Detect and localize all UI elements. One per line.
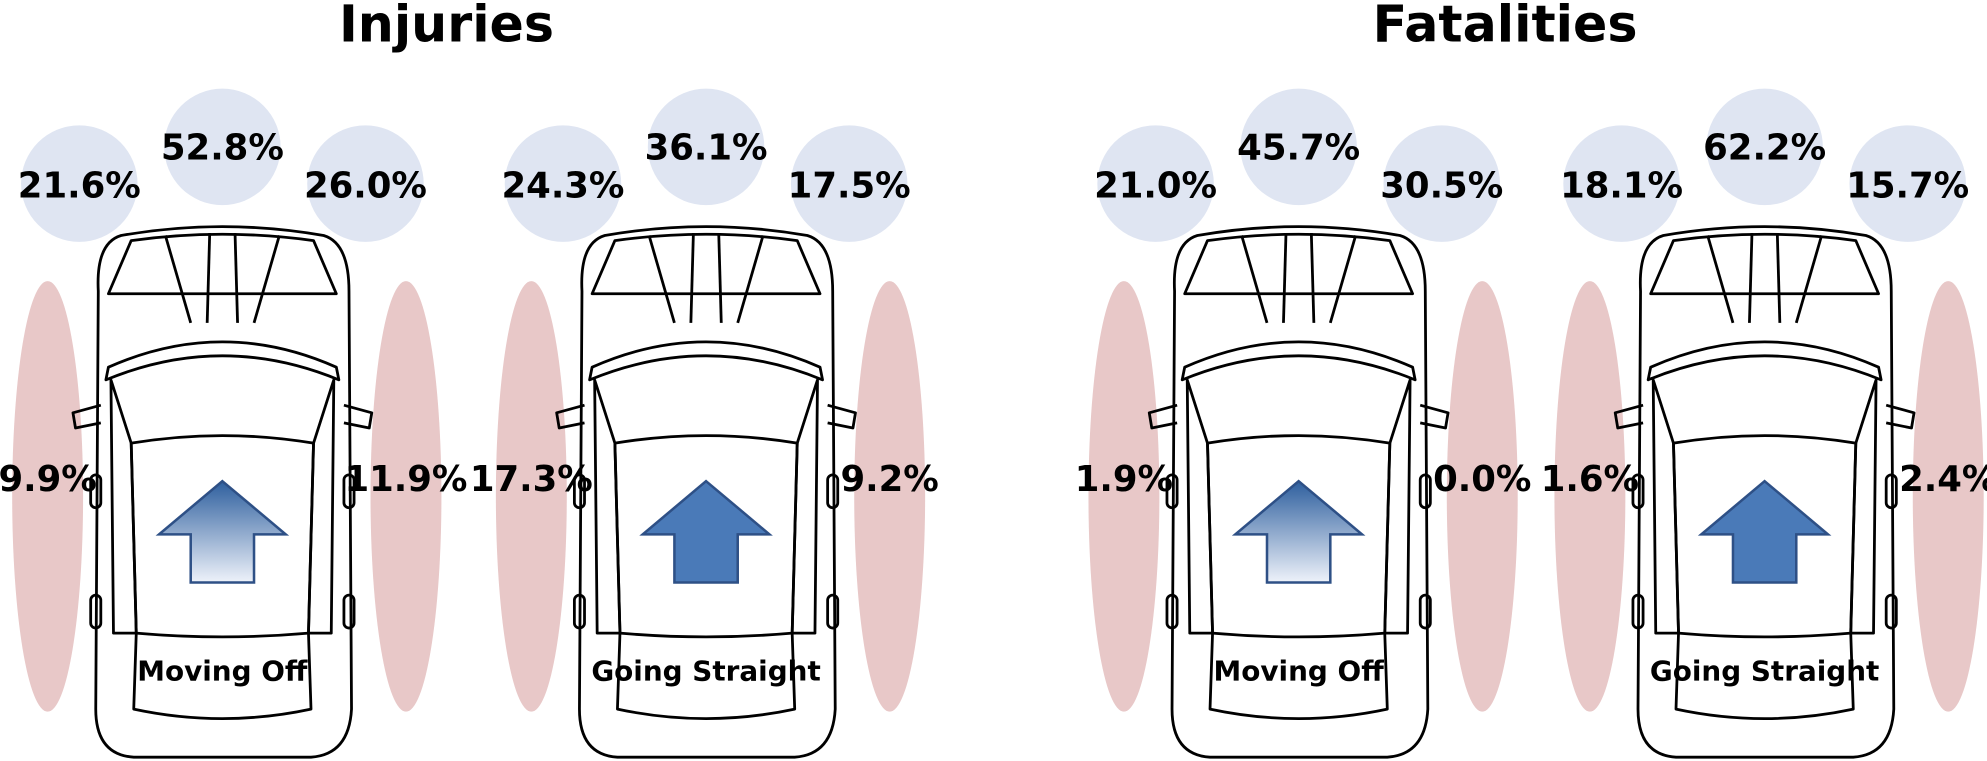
percent-label: 45.7% bbox=[1237, 127, 1360, 168]
zone-ellipse bbox=[1088, 281, 1160, 712]
percent-label: 9.9% bbox=[0, 459, 97, 500]
zone-ellipse bbox=[1912, 281, 1984, 712]
percent-label: 0.0% bbox=[1433, 459, 1531, 500]
percent-label: 24.3% bbox=[502, 165, 625, 206]
zone-circle bbox=[1383, 125, 1500, 242]
zone-ellipse bbox=[12, 281, 84, 712]
percent-label: 17.3% bbox=[470, 459, 593, 500]
zone-circle bbox=[1240, 88, 1357, 206]
zone-circle bbox=[1849, 125, 1966, 242]
percent-label: 1.6% bbox=[1541, 459, 1639, 500]
direction-arrow bbox=[1231, 479, 1366, 584]
percent-label: 15.7% bbox=[1846, 165, 1969, 206]
zone-circle bbox=[504, 125, 622, 242]
car-label: Moving Off bbox=[1214, 654, 1385, 687]
car-group: 24.3% 36.1% 17.5% 17.3% 9.2% Going Straight bbox=[470, 88, 939, 759]
percent-label: 21.0% bbox=[1094, 165, 1217, 206]
car-group: 21.6% 52.8% 26.0% 9.9% 11.9% Moving Off bbox=[0, 88, 467, 759]
car-label: Going Straight bbox=[1650, 654, 1879, 687]
car-group: 21.0% 45.7% 30.5% 1.9% 0.0% Moving Off bbox=[1075, 88, 1531, 759]
percent-label: 17.5% bbox=[788, 165, 911, 206]
zone-circle bbox=[1706, 88, 1823, 206]
zone-circle bbox=[647, 88, 765, 206]
percent-label: 21.6% bbox=[18, 165, 141, 206]
percent-label: 18.1% bbox=[1560, 165, 1683, 206]
percent-label: 30.5% bbox=[1380, 165, 1503, 206]
zone-ellipse bbox=[1554, 281, 1626, 712]
zone-circle bbox=[164, 88, 281, 206]
direction-arrow bbox=[639, 479, 773, 584]
zone-circle bbox=[1097, 125, 1214, 242]
panel-title: Injuries bbox=[339, 0, 554, 53]
percent-label: 26.0% bbox=[304, 165, 427, 206]
percent-label: 1.9% bbox=[1075, 459, 1173, 500]
zone-ellipse bbox=[1446, 281, 1518, 712]
zone-ellipse bbox=[495, 281, 567, 712]
percent-label: 9.2% bbox=[841, 459, 939, 500]
zone-circle bbox=[307, 125, 424, 242]
car-label: Moving Off bbox=[137, 654, 308, 687]
zone-ellipse bbox=[854, 281, 926, 712]
zone-circle bbox=[1563, 125, 1680, 242]
percent-label: 52.8% bbox=[161, 127, 284, 168]
percent-label: 2.4% bbox=[1899, 459, 1987, 500]
zone-circle bbox=[21, 125, 138, 242]
car-label: Going Straight bbox=[591, 654, 820, 687]
panel-title: Fatalities bbox=[1373, 0, 1638, 53]
percent-label: 36.1% bbox=[645, 127, 768, 168]
zone-circle bbox=[790, 125, 908, 242]
direction-arrow bbox=[155, 479, 290, 584]
car-group: 18.1% 62.2% 15.7% 1.6% 2.4% Going Straight bbox=[1541, 88, 1987, 759]
percent-label: 11.9% bbox=[344, 459, 467, 500]
direction-arrow bbox=[1697, 479, 1832, 584]
percent-label: 62.2% bbox=[1703, 127, 1826, 168]
zone-ellipse bbox=[370, 281, 442, 712]
